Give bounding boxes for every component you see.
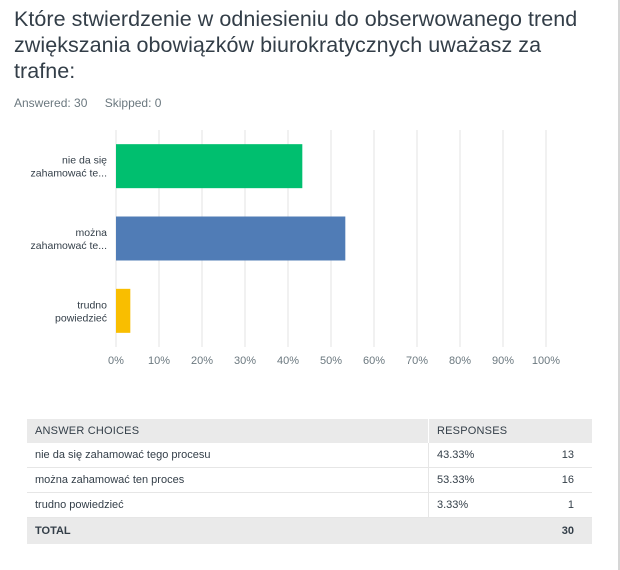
total-row: TOTAL 30 (27, 517, 592, 544)
bar (116, 216, 346, 261)
x-tick-label: 30% (234, 355, 256, 367)
count-cell: 13 (524, 443, 592, 468)
x-tick-label: 20% (191, 355, 213, 367)
x-tick-label: 0% (108, 355, 124, 367)
percent-cell: 43.33% (428, 443, 525, 468)
choice-cell: można zahamować ten proces (27, 467, 429, 493)
page-edge (618, 0, 620, 570)
bar (116, 288, 131, 333)
total-label: TOTAL (27, 517, 429, 544)
percent-cell: 53.33% (428, 467, 525, 493)
responses-header: RESPONSES (428, 419, 592, 443)
response-meta: Answered: 30 Skipped: 0 (14, 96, 175, 110)
category-label: zahamować te... (31, 240, 107, 252)
category-label: zahamować te... (31, 168, 107, 180)
choice-cell: trudno powiedzieć (27, 492, 429, 518)
answer-choices-header: ANSWER CHOICES (27, 419, 429, 443)
table-header-row: ANSWER CHOICES RESPONSES (27, 419, 592, 443)
category-label: trudno (77, 299, 107, 311)
x-tick-label: 90% (492, 355, 514, 367)
answered-count: Answered: 30 (14, 96, 88, 110)
bar-chart: 0% 10% 20% 30% 40% 50% 60% 70% 80% 90% 100% nie da … (31, 130, 560, 367)
percent-cell: 3.33% (428, 492, 525, 518)
category-label: powiedzieć (55, 312, 107, 324)
table-row: nie da się zahamować tego procesu 43.33%… (27, 443, 592, 468)
x-tick-label: 100% (532, 355, 560, 367)
count-cell: 1 (524, 492, 592, 518)
choice-cell: nie da się zahamować tego procesu (27, 443, 429, 468)
skipped-count: Skipped: 0 (104, 96, 162, 110)
x-tick-label: 40% (277, 355, 299, 367)
count-cell: 16 (524, 467, 592, 493)
question-title: Które stwierdzenie w odniesieniu do obse… (14, 7, 578, 83)
x-tick-label: 10% (148, 355, 170, 367)
answer-table: ANSWER CHOICES RESPONSES nie da się zaha… (27, 419, 592, 544)
category-label: można (75, 227, 107, 239)
category-label: nie da się (62, 155, 107, 167)
table-row: można zahamować ten proces 53.33% 16 (27, 467, 592, 493)
x-tick-label: 50% (320, 355, 342, 367)
x-tick-label: 70% (406, 355, 428, 367)
total-spacer (428, 517, 525, 544)
x-tick-label: 80% (449, 355, 471, 367)
bar (116, 144, 303, 189)
table-row: trudno powiedzieć 3.33% 1 (27, 492, 592, 518)
total-count: 30 (524, 517, 592, 544)
x-tick-label: 60% (363, 355, 385, 367)
